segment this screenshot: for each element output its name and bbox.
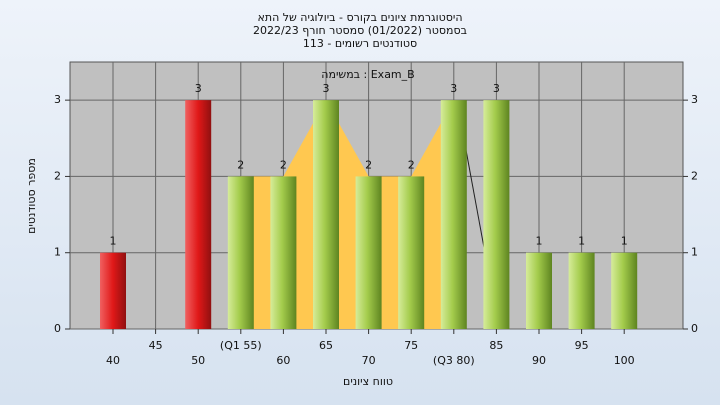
y2-tick-label: 2 bbox=[691, 169, 698, 182]
x-tick-label: 50 bbox=[191, 354, 205, 367]
x-tick-label: 60 bbox=[276, 354, 290, 367]
bar bbox=[227, 176, 254, 329]
y2-tick-label: 0 bbox=[691, 322, 698, 335]
value-label: 3 bbox=[195, 82, 202, 95]
bar bbox=[568, 252, 595, 329]
x-tick-label: 100 bbox=[614, 354, 635, 367]
bar bbox=[526, 252, 552, 329]
bar bbox=[611, 252, 638, 329]
x-axis-label: טווח ציונים bbox=[343, 375, 393, 388]
x-tick-label: (Q3 80) bbox=[433, 354, 475, 367]
value-label: 1 bbox=[536, 235, 543, 248]
x-tick-label: (Q1 55) bbox=[220, 339, 262, 352]
bar bbox=[185, 100, 212, 330]
value-label: 2 bbox=[365, 158, 372, 171]
value-label: 3 bbox=[323, 82, 330, 95]
bar bbox=[100, 252, 126, 329]
bar bbox=[355, 176, 382, 329]
x-tick-label: 40 bbox=[106, 354, 120, 367]
value-label: 1 bbox=[621, 235, 628, 248]
title-line: בסמסטר (01/2022) סמסטר חורף 2022/23 bbox=[253, 24, 467, 37]
y-axis-label: מספר סטודנטים bbox=[25, 158, 38, 234]
x-tick-label: 45 bbox=[149, 339, 163, 352]
x-tick-label: 95 bbox=[575, 339, 589, 352]
y-tick-label: 3 bbox=[54, 93, 61, 106]
title-line: היסטוגרמת ציונים בקורס - ביולוגיה של התא bbox=[257, 11, 462, 24]
x-tick-label: 70 bbox=[362, 354, 376, 367]
annotation: במשימה : Exam_B bbox=[321, 68, 414, 81]
bars bbox=[100, 100, 638, 330]
value-label: 2 bbox=[280, 158, 287, 171]
value-label: 3 bbox=[450, 82, 457, 95]
title-line: סטודנטים רשומים - 113 bbox=[303, 37, 417, 50]
y-tick-label: 0 bbox=[54, 322, 61, 335]
value-label: 2 bbox=[408, 158, 415, 171]
x-tick-label: 90 bbox=[532, 354, 546, 367]
bar bbox=[440, 100, 467, 330]
bar bbox=[270, 176, 297, 329]
connector-line bbox=[465, 149, 486, 254]
x-tick-label: 75 bbox=[404, 339, 418, 352]
y-tick-label: 2 bbox=[54, 169, 61, 182]
y2-tick-label: 1 bbox=[691, 246, 698, 259]
bar bbox=[483, 100, 510, 330]
bar bbox=[313, 100, 339, 330]
y-tick-label: 1 bbox=[54, 246, 61, 259]
x-tick-label: 85 bbox=[489, 339, 503, 352]
bar bbox=[398, 176, 425, 329]
y2-tick-label: 3 bbox=[691, 93, 698, 106]
value-label: 2 bbox=[237, 158, 244, 171]
value-label: 3 bbox=[493, 82, 500, 95]
x-tick-label: 65 bbox=[319, 339, 333, 352]
value-label: 1 bbox=[110, 235, 117, 248]
value-label: 1 bbox=[578, 235, 585, 248]
